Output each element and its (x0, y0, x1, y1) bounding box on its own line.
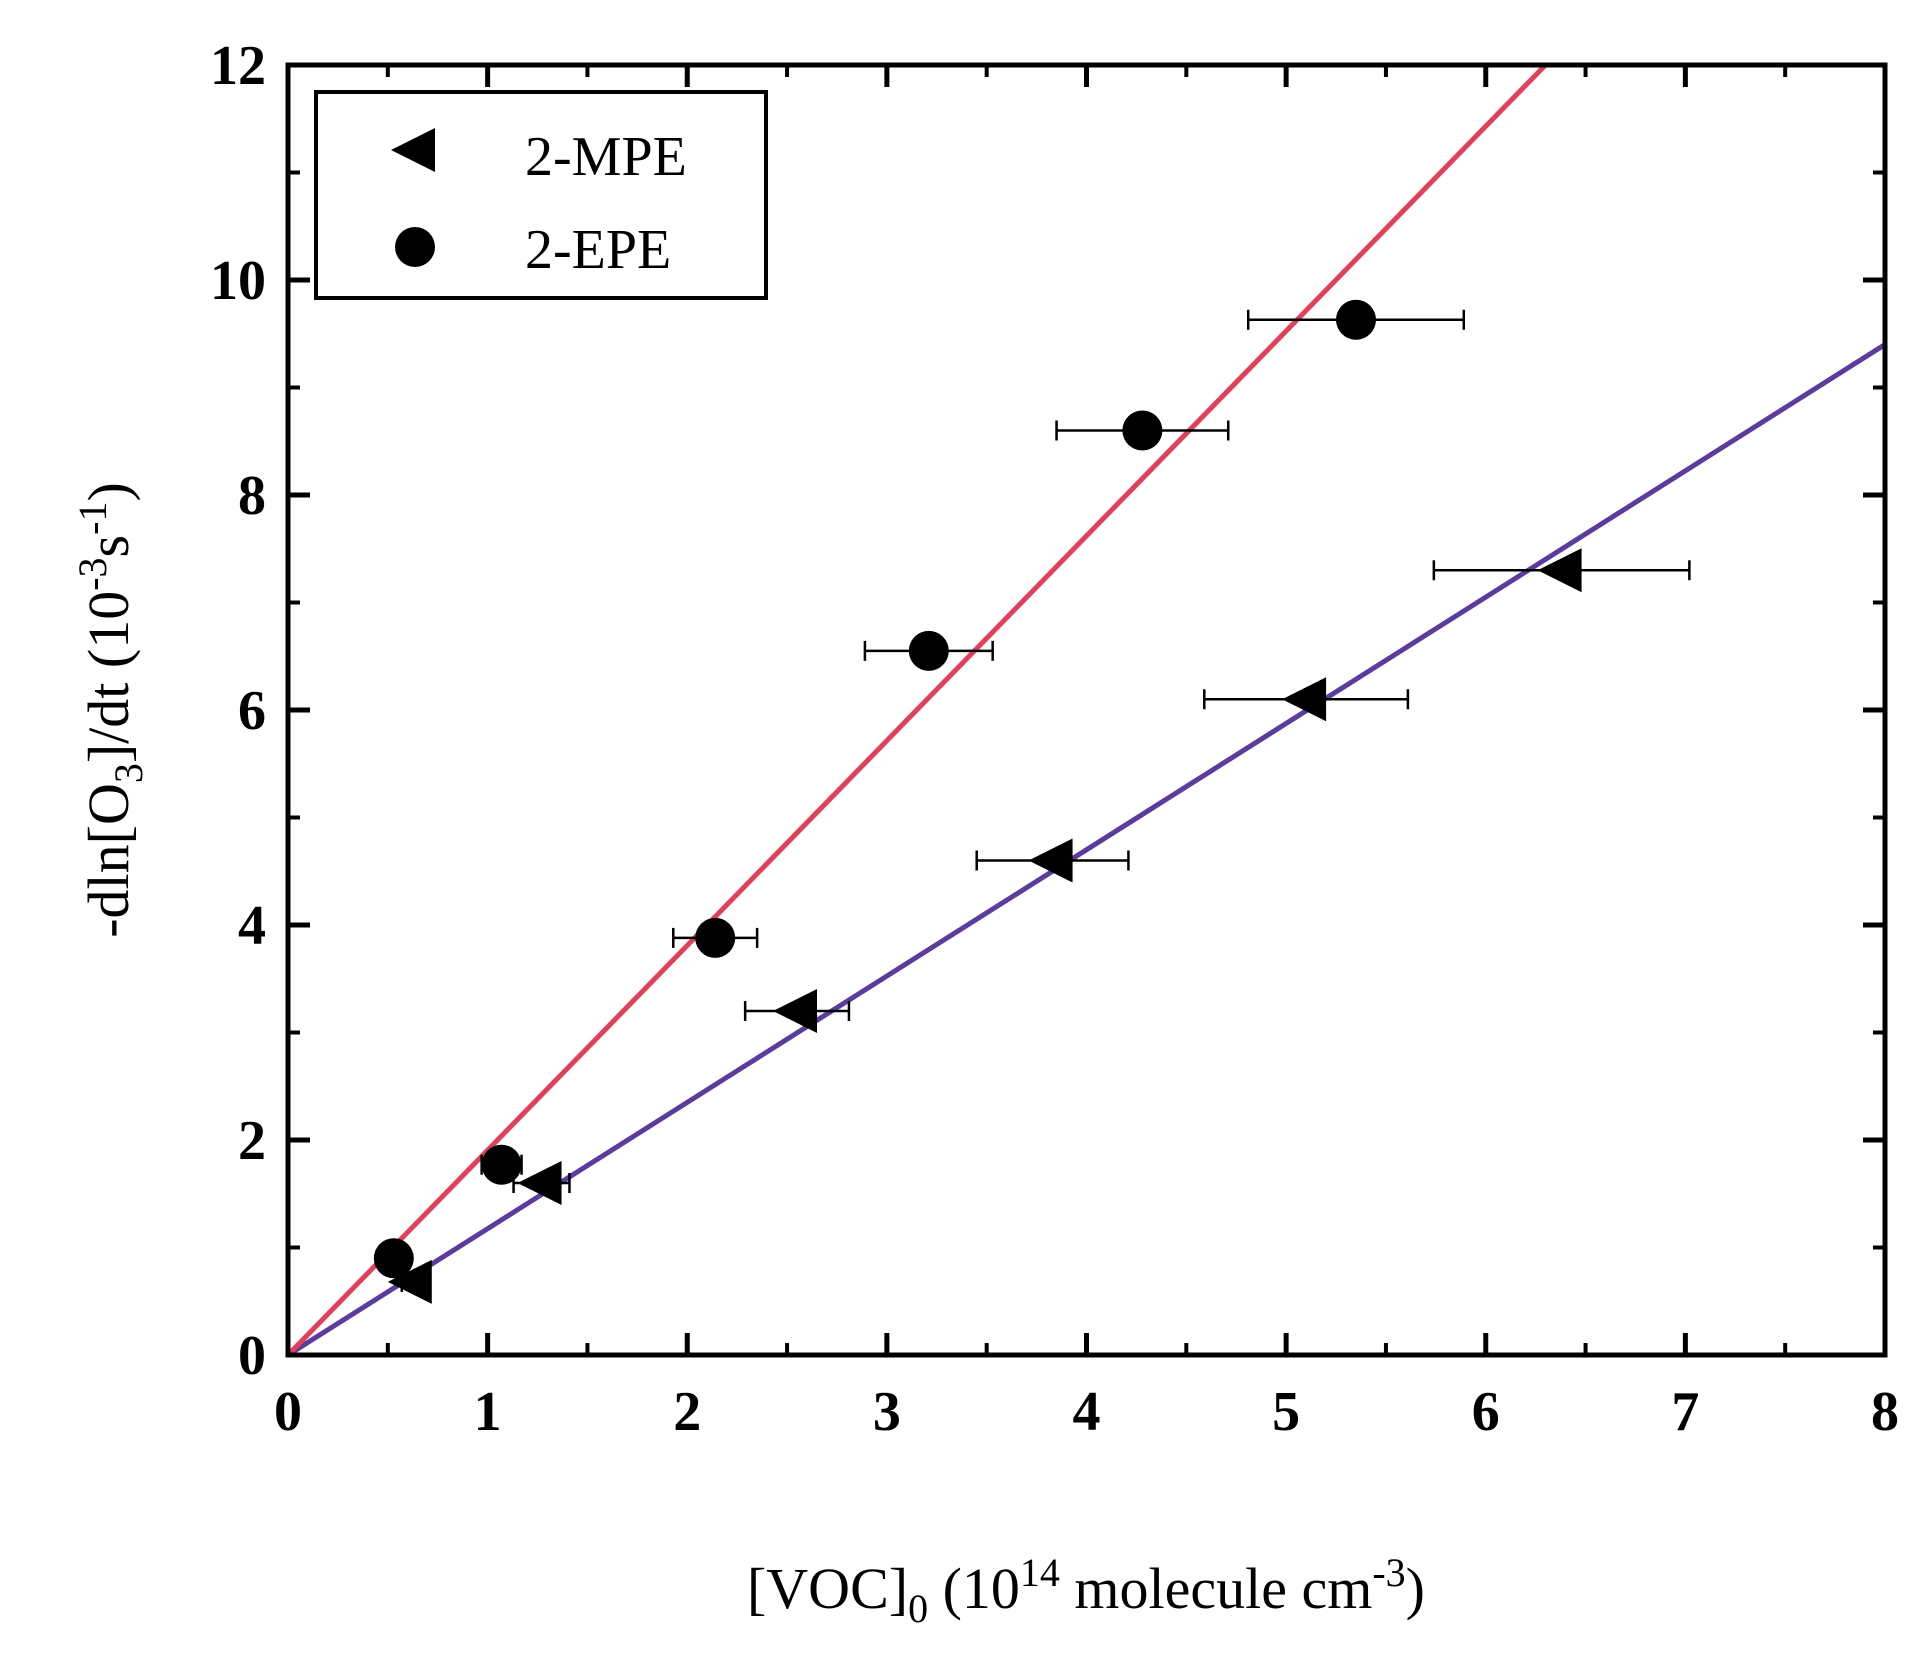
y-axis-title: -dln[O3]/dt (10-3s-1) (70, 482, 151, 938)
y-tick-label-6: 6 (238, 680, 266, 742)
legend: 2-MPE 2-EPE (314, 90, 768, 300)
x-axis-title-mid: (10 (928, 1556, 1020, 1621)
point-2-epe-3 (908, 630, 949, 671)
y-tick-label-2: 2 (238, 1110, 266, 1172)
x-tick-label-4: 4 (1073, 1381, 1101, 1443)
y-axis-title-s: s (76, 535, 141, 558)
x-tick-label-2: 2 (673, 1381, 701, 1443)
point-2-epe-5 (1335, 299, 1376, 340)
point-2-epe-0 (373, 1238, 414, 1279)
legend-label-2-epe: 2-EPE (525, 219, 671, 281)
x-tick-label-8: 8 (1871, 1381, 1899, 1443)
x-axis-title-sup2: -3 (1372, 1550, 1405, 1595)
y-axis-title-sup2: -1 (70, 502, 115, 535)
point-2-epe-4 (1122, 410, 1163, 451)
legend-label-2-mpe: 2-MPE (525, 126, 687, 188)
legend-marker-2-epe (395, 227, 435, 267)
y-tick-label-10: 10 (210, 250, 266, 312)
y-axis-title-end: ) (76, 482, 141, 501)
point-2-mpe-3 (1028, 838, 1073, 883)
x-axis-title: [VOC]0 (1014 molecule cm-3) (747, 1550, 1425, 1631)
markers (373, 299, 1582, 1304)
point-2-mpe-5 (1537, 548, 1582, 593)
point-2-mpe-2 (773, 989, 818, 1033)
x-tick-label-3: 3 (873, 1381, 901, 1443)
y-axis-title-sup1: -3 (70, 557, 115, 590)
x-axis-title-end: ) (1406, 1556, 1425, 1621)
point-2-epe-1 (481, 1144, 522, 1185)
x-tick-label-6: 6 (1472, 1381, 1500, 1443)
fit-line-2-epe (286, 63, 1548, 1357)
legend-box (314, 90, 768, 300)
x-tick-label-5: 5 (1272, 1381, 1300, 1443)
point-2-mpe-0 (387, 1259, 432, 1304)
x-axis-title-prefix: [VOC] (747, 1556, 908, 1621)
y-axis-title-prefix: -dln[O (76, 783, 141, 938)
y-axis-title-sub: 3 (106, 763, 151, 783)
point-2-mpe-4 (1282, 677, 1327, 722)
x-axis-title-unit: molecule cm (1060, 1556, 1372, 1621)
x-tick-label-7: 7 (1671, 1381, 1699, 1443)
y-tick-label-8: 8 (238, 465, 266, 527)
y-tick-label-0: 0 (238, 1325, 266, 1387)
point-2-mpe-1 (517, 1161, 562, 1205)
axis-ticks (285, 62, 1888, 1358)
y-axis-title-mid: ]/dt (10 (76, 591, 141, 763)
x-tick-label-0: 0 (274, 1381, 302, 1443)
y-tick-label-4: 4 (238, 895, 266, 957)
point-2-epe-2 (695, 917, 736, 958)
legend-marker-2-mpe (391, 128, 435, 172)
x-axis-title-sup1: 14 (1020, 1550, 1060, 1595)
y-tick-label-12: 12 (210, 35, 266, 97)
x-tick-label-1: 1 (474, 1381, 502, 1443)
x-axis-title-sub: 0 (908, 1586, 928, 1631)
